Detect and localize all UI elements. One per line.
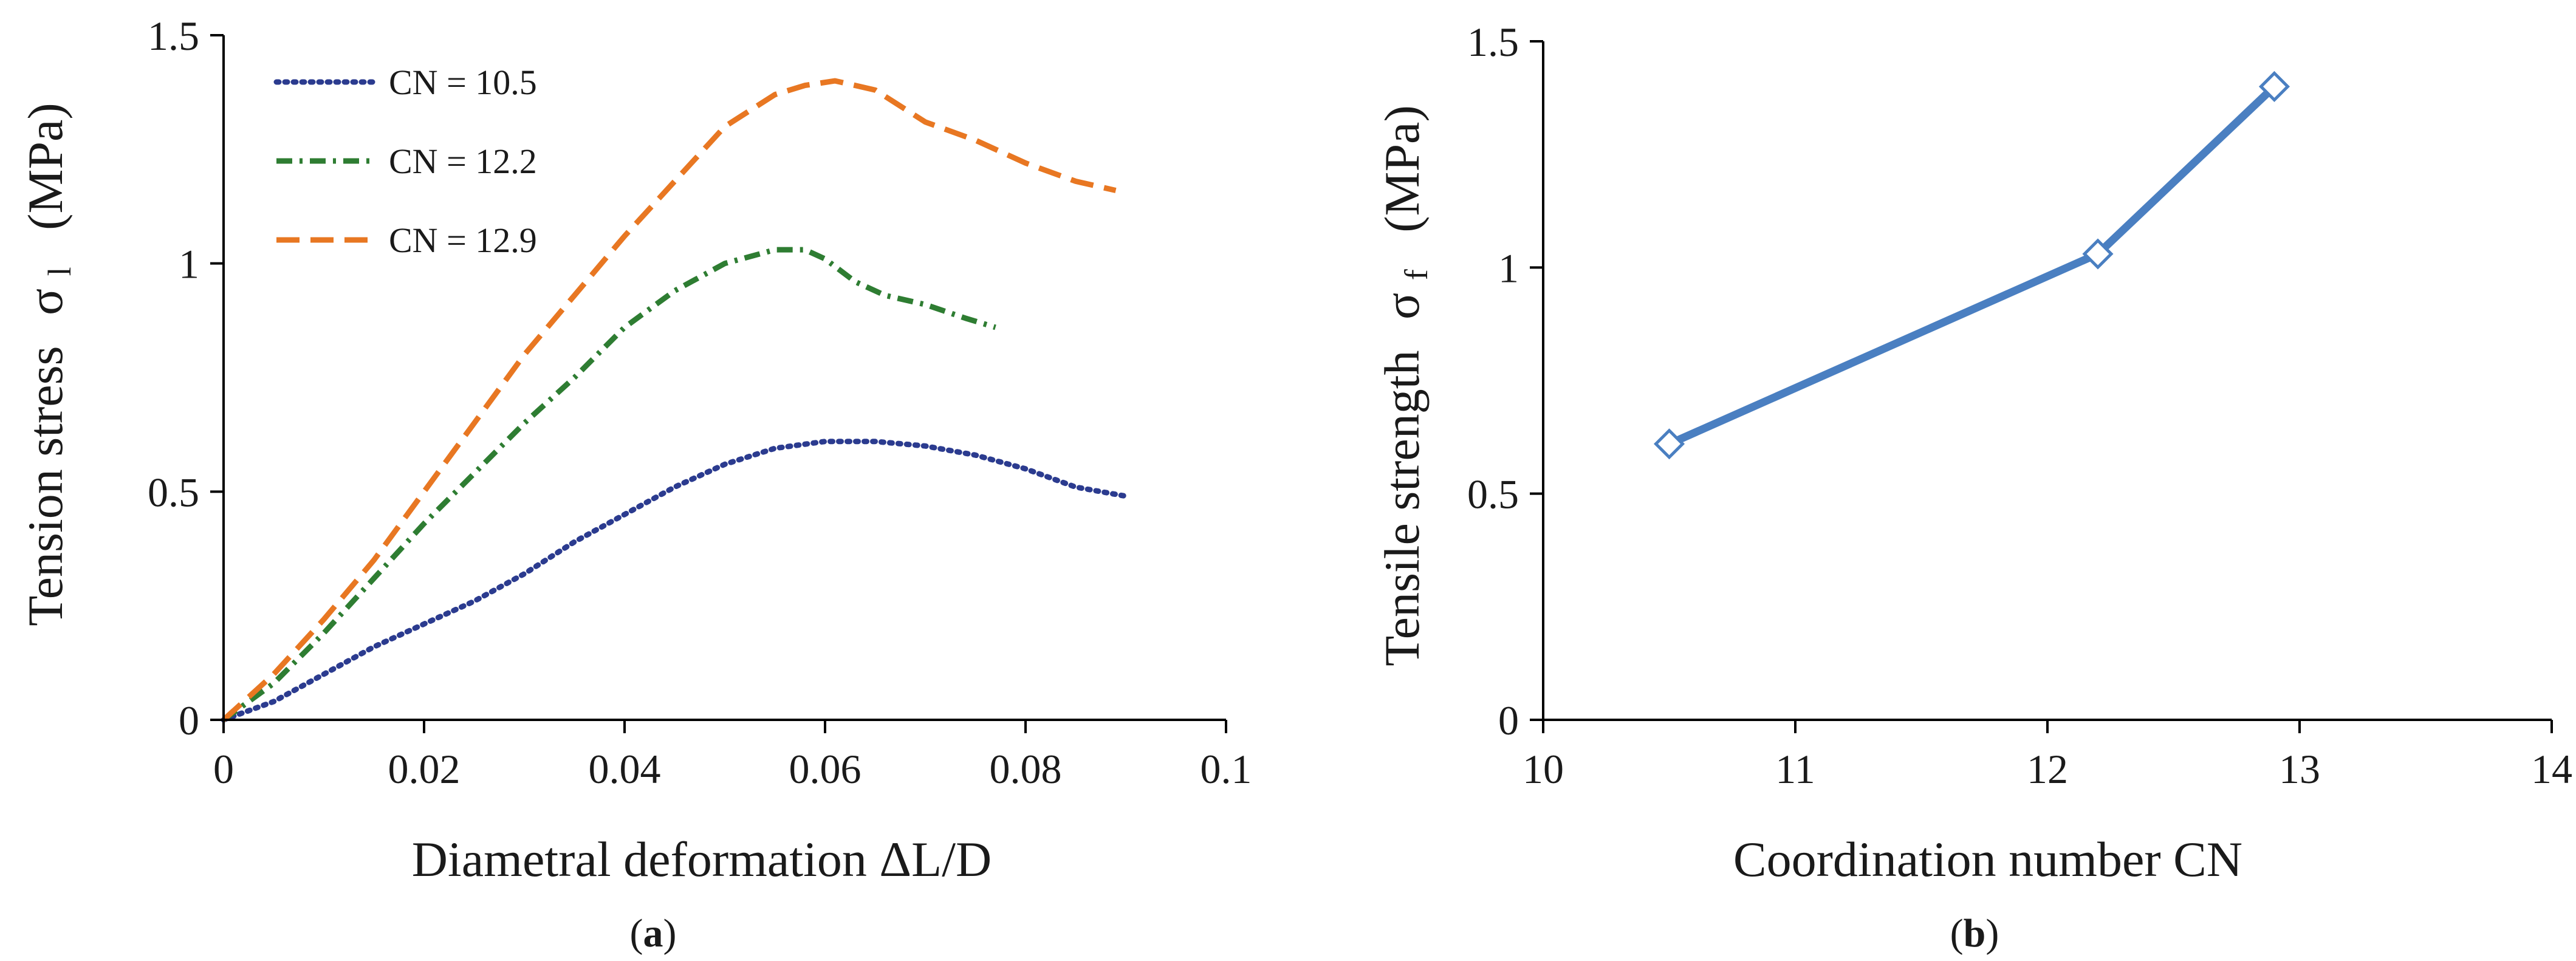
data-point-marker: [2258, 70, 2290, 103]
series-line-a-1: [221, 439, 1129, 723]
ticks-b: 10 11 12 13 14 0 0.5 1 1.5: [1467, 19, 2572, 792]
ticks-a: 0 0.02 0.04 0.06 0.08 0.1 0 0.5 1 1.5: [148, 13, 1252, 792]
x-tick-label: 0.1: [1201, 746, 1252, 792]
y-axis-title-b: Tensile strength σ f (MPa): [1374, 105, 1438, 666]
x-tick-label: 10: [1523, 746, 1564, 792]
legend-label: CN = 12.2: [389, 142, 537, 181]
y-tick-label: 0.5: [148, 469, 199, 515]
data-point-marker: [1653, 428, 1685, 460]
y-axis-title-a-subscript: l: [41, 267, 78, 276]
legend-label: CN = 12.9: [389, 221, 537, 260]
series-line-b-1: [1667, 83, 2277, 448]
x-tick-label: 14: [2531, 746, 2572, 792]
panel-label-a: (a): [630, 911, 677, 956]
panel-label-b: (b): [1950, 911, 1999, 956]
chart-panel-b: 10 11 12 13 14 0 0.5 1 1.5 Coordination number C…: [1374, 19, 2572, 956]
x-tick-label: 0.04: [589, 746, 661, 792]
x-axis-title-a: Diametral deformation ΔL/D: [412, 832, 992, 887]
y-axis-title-a: Tension stress σ l (MPa): [18, 103, 81, 626]
x-tick-label: 0.02: [388, 746, 461, 792]
y-tick-label: 1: [179, 241, 199, 287]
panel-letter-b: b: [1964, 911, 1986, 956]
plot-area-b: [1653, 70, 2290, 460]
series-line-a-2: [222, 247, 996, 722]
y-tick-label: 0: [179, 697, 199, 744]
legend-a: CN = 10.5 CN = 12.2 CN = 12.9: [273, 63, 537, 260]
panel-letter-a: a: [643, 911, 663, 956]
series-line-a-3: [221, 78, 1117, 722]
y-axis-title-b-main: Tensile strength: [1374, 350, 1430, 666]
y-tick-label: 1.5: [148, 13, 199, 59]
legend-label: CN = 10.5: [389, 63, 537, 102]
x-tick-label: 11: [1775, 746, 1815, 792]
y-tick-label: 0: [1498, 697, 1519, 744]
y-tick-label: 0.5: [1467, 471, 1519, 518]
y-axis-title-a-symbol: σ: [18, 289, 73, 315]
y-tick-label: 1: [1498, 245, 1519, 291]
y-tick-label: 1.5: [1467, 19, 1519, 65]
data-point-marker: [2082, 238, 2114, 270]
y-axis-title-a-unit: (MPa): [18, 103, 73, 230]
chart-panel-a: 0 0.02 0.04 0.06 0.08 0.100.511.5 CN = 10.5CN…: [18, 13, 1252, 956]
x-tick-label: 0.06: [789, 746, 862, 792]
x-axis-title-b: Coordination number CN: [1733, 832, 2242, 887]
y-axis-title-b-unit: (MPa): [1374, 105, 1430, 233]
x-tick-label: 0.08: [990, 746, 1062, 792]
y-axis-title-a-main: Tension stress: [18, 346, 73, 626]
x-tick-label: 0: [213, 746, 234, 792]
x-tick-label: 12: [2027, 746, 2068, 792]
x-tick-label: 13: [2279, 746, 2320, 792]
plot-area-a: [221, 78, 1129, 723]
y-axis-title-b-symbol: σ: [1374, 293, 1430, 320]
y-axis-title-b-subscript: f: [1398, 269, 1434, 280]
